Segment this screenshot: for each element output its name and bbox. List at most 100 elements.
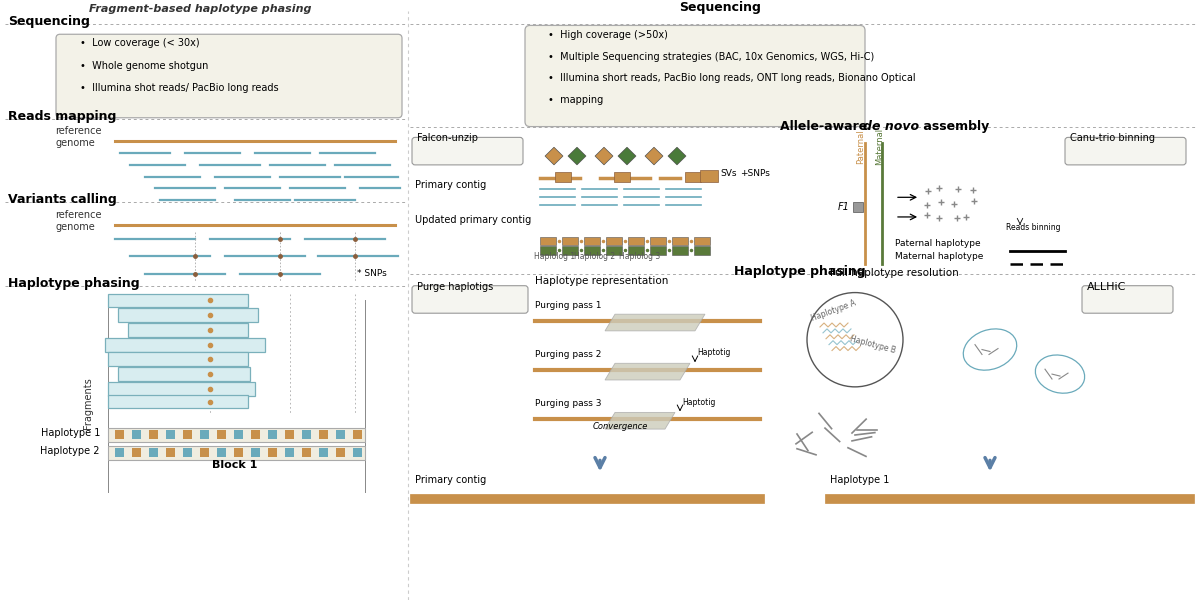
Bar — [540, 236, 556, 245]
Bar — [182, 448, 192, 457]
Bar — [584, 247, 600, 255]
Bar — [853, 202, 863, 212]
Bar — [614, 172, 630, 182]
Text: Primary contig: Primary contig — [415, 181, 486, 190]
Polygon shape — [646, 147, 662, 165]
Bar — [302, 448, 311, 457]
Bar — [108, 293, 248, 307]
Bar — [694, 236, 710, 245]
Text: * SNPs: * SNPs — [358, 269, 386, 278]
Bar — [336, 448, 346, 457]
Bar — [286, 448, 294, 457]
Bar — [128, 323, 248, 337]
Bar — [217, 430, 226, 439]
Text: Haplotype A: Haplotype A — [810, 299, 857, 323]
Text: Haplotype representation: Haplotype representation — [535, 276, 668, 286]
Bar — [336, 430, 346, 439]
Text: Haplotype phasing: Haplotype phasing — [734, 265, 866, 278]
Bar — [302, 430, 311, 439]
Bar — [251, 430, 260, 439]
Bar — [118, 367, 250, 381]
Text: Haplolog 1: Haplolog 1 — [534, 252, 576, 261]
Bar — [606, 236, 622, 245]
Text: reference: reference — [55, 210, 102, 220]
Text: •  Multiple Sequencing strategies (BAC, 10x Genomics, WGS, Hi-C): • Multiple Sequencing strategies (BAC, 1… — [548, 52, 875, 62]
Bar — [200, 448, 209, 457]
Text: Falcon-unzip: Falcon-unzip — [418, 133, 478, 143]
Text: SVs: SVs — [720, 169, 737, 178]
Text: Haplolog 3: Haplolog 3 — [619, 252, 661, 261]
Bar — [268, 448, 277, 457]
Bar — [353, 448, 362, 457]
Text: Convergence: Convergence — [593, 422, 648, 431]
Bar — [108, 382, 256, 396]
Bar — [584, 236, 600, 245]
Bar — [650, 247, 666, 255]
Text: Maternal haplotype: Maternal haplotype — [895, 252, 983, 261]
Text: Haplotype 1: Haplotype 1 — [41, 428, 100, 438]
FancyBboxPatch shape — [56, 34, 402, 118]
Text: ALLHiC: ALLHiC — [1087, 281, 1127, 292]
Text: Sequencing: Sequencing — [679, 1, 761, 14]
Text: reference: reference — [55, 127, 102, 136]
Bar — [149, 448, 158, 457]
Bar — [700, 170, 718, 182]
Polygon shape — [605, 412, 674, 429]
Text: Maternal: Maternal — [875, 128, 884, 165]
Bar — [685, 172, 701, 182]
Bar — [672, 247, 688, 255]
Text: Haptotig: Haptotig — [682, 398, 715, 407]
Bar — [540, 247, 556, 255]
Bar — [108, 352, 248, 366]
Bar — [319, 430, 328, 439]
Bar — [132, 448, 142, 457]
Text: Canu-trio binning: Canu-trio binning — [1070, 133, 1154, 143]
Text: •  mapping: • mapping — [548, 95, 604, 105]
Bar — [562, 247, 578, 255]
Text: Reads mapping: Reads mapping — [8, 110, 116, 122]
Polygon shape — [618, 147, 636, 165]
FancyBboxPatch shape — [412, 286, 528, 313]
Bar — [650, 236, 666, 245]
Text: Purging pass 3: Purging pass 3 — [535, 400, 601, 409]
Polygon shape — [595, 147, 613, 165]
Bar — [166, 430, 175, 439]
Bar — [628, 247, 644, 255]
Bar — [562, 236, 578, 245]
Bar — [672, 236, 688, 245]
Bar — [166, 448, 175, 457]
Bar — [694, 247, 710, 255]
Text: Paternal: Paternal — [856, 129, 865, 164]
Text: Haplotype 1: Haplotype 1 — [830, 475, 889, 485]
Text: Haplotype B: Haplotype B — [850, 335, 896, 356]
Text: Sequencing: Sequencing — [8, 16, 90, 28]
Text: •  Low coverage (< 30x): • Low coverage (< 30x) — [80, 38, 199, 48]
Bar — [234, 430, 242, 439]
FancyBboxPatch shape — [1066, 137, 1186, 165]
Bar — [108, 428, 365, 442]
Text: Allele-aware: Allele-aware — [780, 121, 871, 133]
Bar — [319, 448, 328, 457]
Text: Purge haplotigs: Purge haplotigs — [418, 281, 493, 292]
FancyBboxPatch shape — [1082, 286, 1174, 313]
Polygon shape — [568, 147, 586, 165]
Text: Haplotype phasing: Haplotype phasing — [8, 277, 139, 290]
Text: Haptotig: Haptotig — [697, 349, 731, 358]
Text: •  High coverage (>50x): • High coverage (>50x) — [548, 30, 668, 40]
Text: genome: genome — [55, 221, 95, 232]
Text: •  Illumina shot reads/ PacBio long reads: • Illumina shot reads/ PacBio long reads — [80, 83, 278, 93]
FancyBboxPatch shape — [526, 25, 865, 127]
Text: Block 1: Block 1 — [212, 460, 258, 470]
Polygon shape — [545, 147, 563, 165]
Text: Purging pass 1: Purging pass 1 — [535, 301, 601, 310]
Text: +SNPs: +SNPs — [740, 169, 770, 178]
Bar — [132, 430, 142, 439]
Bar — [554, 172, 571, 182]
Bar — [606, 247, 622, 255]
Text: Variants calling: Variants calling — [8, 193, 116, 206]
Polygon shape — [605, 314, 706, 331]
Bar — [353, 430, 362, 439]
Text: Reads binning: Reads binning — [1006, 223, 1060, 232]
Text: F1: F1 — [838, 202, 850, 212]
Text: Fragment-based haplotype phasing: Fragment-based haplotype phasing — [89, 4, 311, 14]
